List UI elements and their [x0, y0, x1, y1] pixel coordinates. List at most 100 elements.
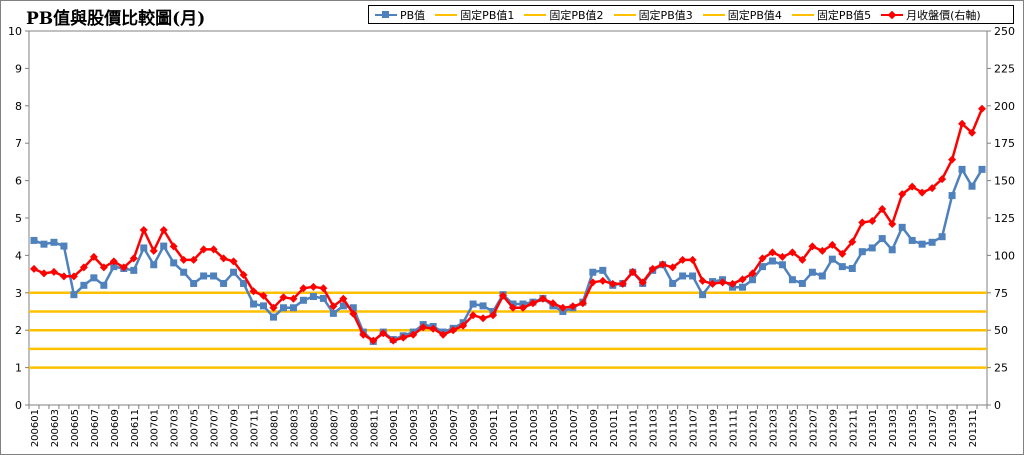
x-tick-label: 201005 [549, 409, 560, 447]
pb-point [339, 302, 347, 310]
price-point [678, 255, 687, 264]
x-tick-label: 201007 [569, 409, 580, 447]
price-point [439, 330, 448, 339]
x-tick-label: 200705 [190, 409, 201, 447]
price-point [199, 245, 208, 254]
price-point [808, 242, 817, 251]
y-left-tick-label: 0 [15, 399, 22, 412]
price-point [129, 254, 138, 263]
x-tick-label: 201303 [888, 409, 899, 447]
pb-point [679, 272, 687, 280]
price-point [209, 245, 218, 254]
x-tick-label: 201201 [748, 409, 759, 447]
x-tick-label: 201309 [948, 409, 959, 447]
price-point [978, 104, 987, 113]
price-point [329, 302, 338, 311]
y-right-tick-label: 75 [994, 287, 1008, 300]
x-tick-label: 200601 [30, 409, 41, 447]
y-right-tick-label: 225 [994, 62, 1015, 75]
price-point [708, 279, 717, 288]
x-tick-label: 200809 [349, 409, 360, 447]
price-point [149, 246, 158, 255]
x-tick-label: 200811 [369, 409, 380, 447]
price-point [359, 330, 368, 339]
price-point [658, 260, 667, 269]
pb-point [349, 304, 357, 312]
pb-point [798, 279, 806, 287]
price-point [538, 294, 547, 303]
x-tick-label: 200707 [210, 409, 221, 447]
y-right-tick-label: 25 [994, 362, 1008, 375]
price-point [598, 276, 607, 285]
x-tick-label: 201301 [868, 409, 879, 447]
price-point [59, 272, 68, 281]
pb-point [180, 268, 188, 276]
legend-item: 固定PB值4 [702, 7, 782, 23]
x-tick-label: 200801 [269, 409, 280, 447]
pb-point [689, 272, 697, 280]
price-point [339, 294, 348, 303]
price-point [558, 303, 567, 312]
price-point [239, 270, 248, 279]
price-point [259, 291, 268, 300]
y-left-tick-label: 5 [15, 212, 22, 225]
y-left-tick-label: 8 [15, 100, 22, 113]
pb-point [928, 238, 936, 246]
x-tick-label: 201011 [609, 409, 620, 447]
price-point [289, 294, 298, 303]
price-point [459, 321, 468, 330]
pb-point [260, 302, 268, 310]
price-point [848, 237, 857, 246]
pb-point [200, 272, 208, 280]
chart-legend: PB值 固定PB值1 固定PB值2 固定PB值3 固定PB值4 固定PB值5 月收盤價(右軸… [368, 5, 1014, 24]
pb-point [240, 279, 248, 287]
price-point [968, 128, 977, 137]
x-tick-label: 200609 [110, 409, 121, 447]
x-tick-label: 200711 [250, 409, 261, 447]
y-right-tick-label: 125 [994, 212, 1015, 225]
pb-point [848, 264, 856, 272]
x-tick-label: 201305 [908, 409, 919, 447]
price-point [788, 248, 797, 257]
price-point [249, 287, 258, 296]
legend-swatch [524, 10, 547, 20]
legend-swatch [435, 10, 458, 20]
price-point [618, 279, 627, 288]
price-point [49, 267, 58, 276]
x-tick-label: 201111 [729, 409, 740, 447]
x-tick-label: 201203 [768, 409, 779, 447]
price-point [608, 279, 617, 288]
pb-point [748, 276, 756, 284]
x-tick-label: 200803 [289, 409, 300, 447]
pb-point [289, 304, 297, 312]
price-point [748, 269, 757, 278]
price-point [718, 278, 727, 287]
price-point [828, 240, 837, 249]
legend-label: PB值 [400, 8, 426, 22]
price-point [688, 255, 697, 264]
y-right-tick-label: 250 [994, 25, 1015, 38]
pb-point [898, 223, 906, 231]
legend-item: 固定PB值3 [613, 7, 693, 23]
legend-swatch [791, 10, 814, 20]
pb-point [319, 294, 327, 302]
price-point [169, 242, 178, 251]
price-point [419, 323, 428, 332]
pb-point [968, 182, 976, 190]
y-right-tick-label: 0 [994, 399, 1001, 412]
y-left-tick-label: 1 [15, 362, 22, 375]
price-point [648, 264, 657, 273]
price-point [698, 276, 707, 285]
pb-point [778, 261, 786, 269]
pb-point [210, 272, 218, 280]
price-point [798, 255, 807, 264]
x-tick-label: 200605 [70, 409, 81, 447]
price-point [568, 302, 577, 311]
pb-point [768, 257, 776, 265]
series-line-price [33, 108, 984, 342]
legend-swatch [881, 10, 904, 20]
pb-point [669, 279, 677, 287]
pb-point [958, 165, 966, 173]
price-point [528, 299, 537, 308]
